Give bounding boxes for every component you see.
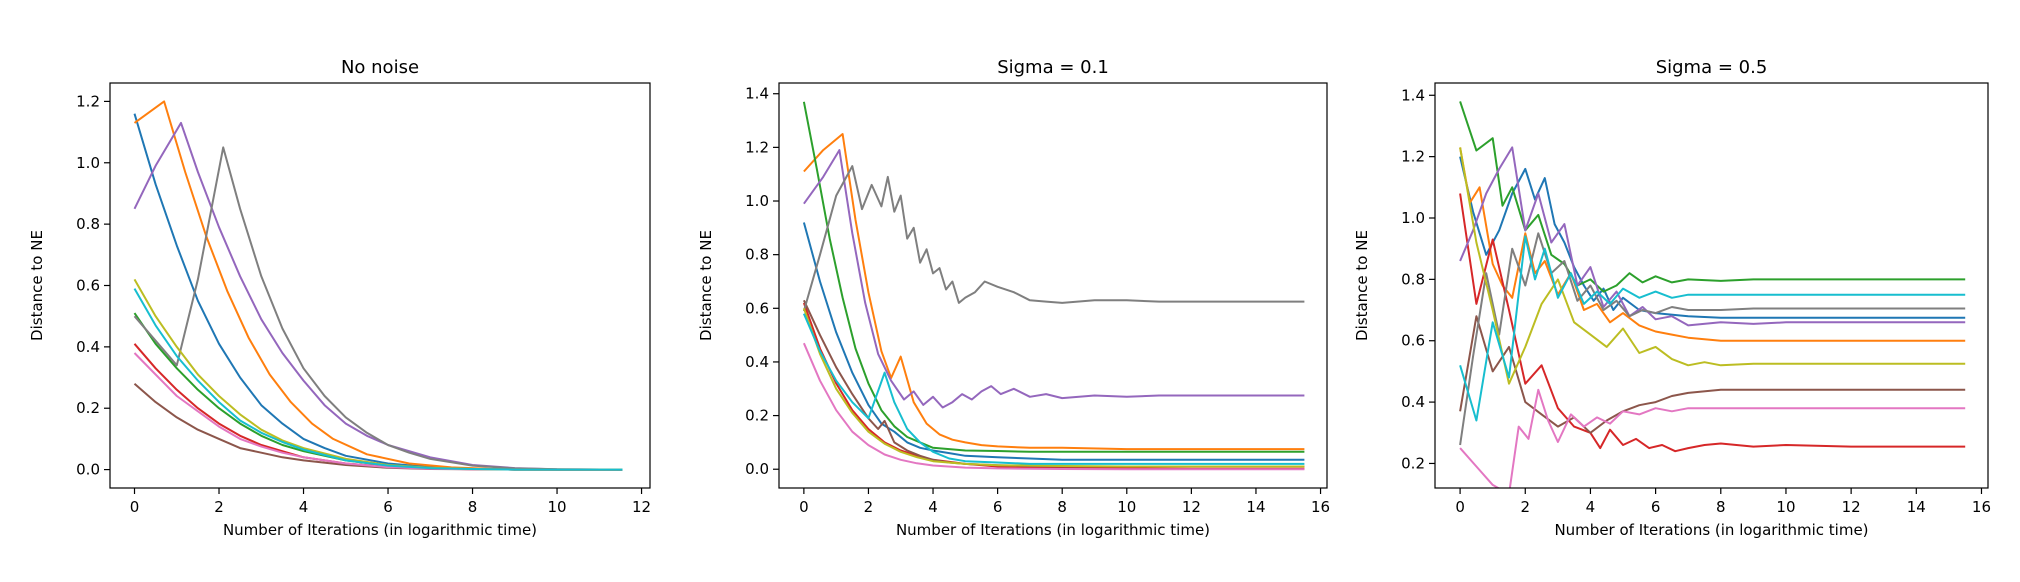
- y-tick-label: 1.2: [1401, 148, 1425, 166]
- x-tick-label: 2: [1520, 498, 1530, 516]
- series-line-3: [1459, 101, 1966, 293]
- y-tick-label: 1.0: [745, 192, 769, 210]
- x-tick-label: 8: [1716, 498, 1726, 516]
- y-axis-label: Distance to NE: [1353, 230, 1371, 341]
- y-tick-label: 1.4: [1401, 86, 1425, 104]
- x-tick-label: 14: [1246, 498, 1265, 516]
- y-axis-label: Distance to NE: [697, 230, 715, 341]
- y-tick-label: 0.2: [1401, 454, 1425, 472]
- chart-title: Sigma = 0.5: [1656, 57, 1768, 78]
- y-tick-label: 0.2: [76, 399, 100, 417]
- series-line-4: [133, 343, 623, 471]
- series-line-6: [1459, 315, 1966, 434]
- y-tick-label: 1.0: [1401, 209, 1425, 227]
- x-tick-label: 12: [1182, 498, 1201, 516]
- y-tick-label: 0.0: [76, 461, 100, 479]
- x-tick-label: 10: [1776, 498, 1795, 516]
- y-tick-label: 0.6: [745, 299, 769, 317]
- y-tick-label: 0.8: [1401, 270, 1425, 288]
- series-line-10: [1459, 235, 1966, 422]
- x-tick-label: 4: [299, 498, 309, 516]
- x-axis-label: Number of Iterations (in logarithmic tim…: [896, 521, 1210, 539]
- x-tick-label: 14: [1907, 498, 1926, 516]
- series-group: [1459, 101, 1966, 488]
- series-line-4: [1459, 193, 1966, 453]
- x-tick-label: 12: [1842, 498, 1861, 516]
- series-line-1: [1459, 156, 1966, 319]
- y-tick-label: 0.8: [76, 215, 100, 233]
- x-tick-label: 6: [383, 498, 393, 516]
- x-tick-label: 12: [632, 498, 651, 516]
- x-tick-label: 10: [1117, 498, 1136, 516]
- chart-3: 0 2 4 6 8 10 12 14 16 0.2 0.4 0.6 0.8 1.0 1.2 1.4 Sigma …: [1353, 57, 1991, 539]
- y-tick-label: 1.4: [745, 85, 769, 103]
- y-tick-label: 0.6: [76, 277, 100, 295]
- y-tick-label: 0.4: [745, 353, 769, 371]
- series-line-9: [1459, 147, 1966, 385]
- y-tick-label: 0.4: [76, 338, 100, 356]
- x-tick-label: 0: [130, 498, 140, 516]
- series-line-10: [133, 288, 623, 471]
- series-line-7: [133, 352, 623, 471]
- x-tick-label: 16: [1311, 498, 1330, 516]
- x-axis-label: Number of Iterations (in logarithmic tim…: [1554, 521, 1868, 539]
- x-tick-label: 10: [547, 498, 566, 516]
- series-line-2: [1459, 147, 1966, 342]
- x-tick-label: 8: [468, 498, 478, 516]
- series-line-10: [802, 313, 1305, 465]
- x-tick-label: 0: [799, 498, 809, 516]
- x-tick-label: 2: [214, 498, 224, 516]
- series-group: [802, 101, 1305, 471]
- chart-title: Sigma = 0.1: [997, 57, 1109, 78]
- series-line-7: [1459, 388, 1966, 488]
- x-tick-label: 6: [1651, 498, 1661, 516]
- x-axis-label: Number of Iterations (in logarithmic tim…: [223, 521, 537, 539]
- series-group: [133, 100, 623, 471]
- series-line-5: [803, 149, 1305, 409]
- series-line-8: [133, 146, 623, 471]
- series-line-8: [802, 165, 1305, 312]
- series-line-5: [1459, 146, 1966, 327]
- x-tick-label: 16: [1972, 498, 1991, 516]
- chart-1: 0 2 4 6 8 10 12 0.0 0.2 0.4 0.6 0.8 1.0 1.2 No noise Nu…: [28, 57, 651, 539]
- chart-2: 0 2 4 6 8 10 12 14 16 0.0 0.2 0.4 0.6 0.8 1.0 1.2 1.4 Sig…: [697, 57, 1330, 539]
- y-tick-label: 0.6: [1401, 332, 1425, 350]
- y-tick-label: 0.4: [1401, 393, 1425, 411]
- x-tick-label: 8: [1057, 498, 1067, 516]
- x-tick-label: 2: [864, 498, 874, 516]
- series-line-7: [802, 342, 1305, 471]
- series-line-9: [802, 307, 1305, 468]
- series-line-1: [802, 222, 1305, 461]
- plot-frame: [1434, 82, 1989, 489]
- series-line-8: [1459, 232, 1966, 446]
- y-tick-label: 1.2: [745, 138, 769, 156]
- series-line-2: [803, 133, 1305, 451]
- y-tick-label: 0.8: [745, 246, 769, 264]
- y-axis-label: Distance to NE: [28, 230, 46, 341]
- x-tick-label: 4: [1586, 498, 1596, 516]
- x-tick-label: 6: [993, 498, 1003, 516]
- y-tick-label: 1.2: [76, 92, 100, 110]
- plot-frame: [778, 82, 1328, 489]
- y-tick-label: 0.2: [745, 407, 769, 425]
- series-line-3: [802, 101, 1305, 453]
- x-tick-label: 4: [928, 498, 938, 516]
- chart-title: No noise: [341, 57, 419, 78]
- y-tick-label: 0.0: [745, 460, 769, 478]
- series-line-6: [802, 299, 1305, 468]
- y-tick-label: 1.0: [76, 154, 100, 172]
- x-tick-label: 0: [1455, 498, 1465, 516]
